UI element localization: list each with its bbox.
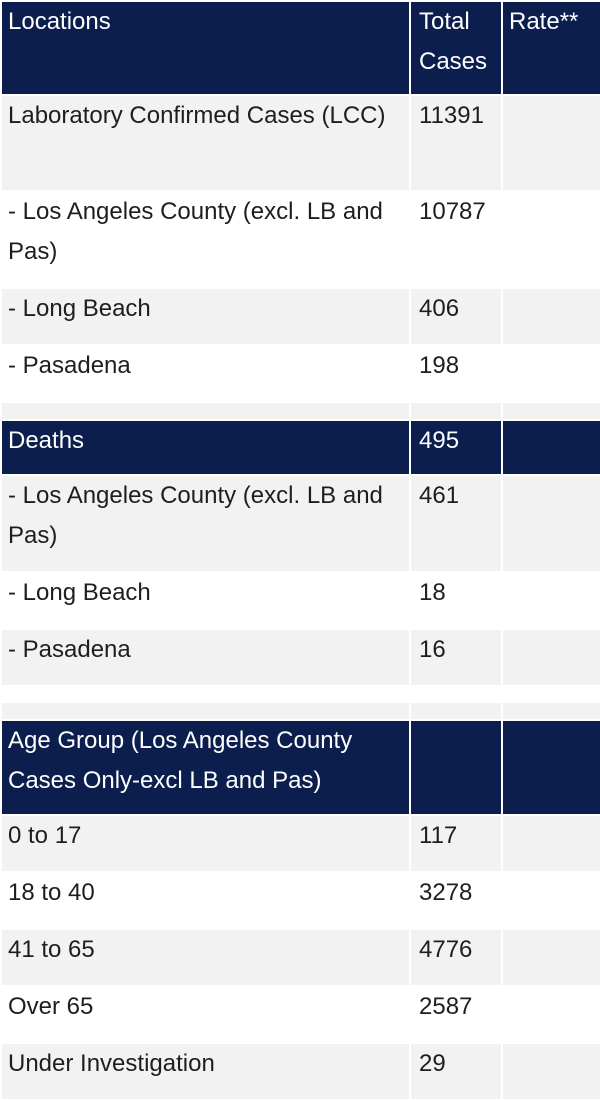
table-row: - Pasadena 16 (0, 628, 600, 687)
row-total: 406 (409, 287, 503, 346)
row-rate (501, 928, 600, 987)
table-row: 0 to 17 117 (0, 814, 600, 873)
row-rate (501, 190, 600, 289)
row-total: 11391 (409, 94, 503, 192)
age-group-total (409, 719, 503, 816)
header-total-cases: Total Cases (409, 0, 503, 96)
row-label: 41 to 65 (0, 928, 411, 987)
age-group-header-row: Age Group (Los Angeles County Cases Only… (0, 719, 600, 816)
row-rate (501, 628, 600, 687)
deaths-header-row: Deaths 495 (0, 419, 600, 476)
spacer-row (0, 685, 600, 703)
row-label: Over 65 (0, 985, 411, 1044)
row-rate (501, 94, 600, 192)
row-rate (501, 474, 600, 573)
row-label: Under Investigation (0, 1042, 411, 1101)
row-total: 29 (409, 1042, 503, 1101)
age-group-rate (501, 719, 600, 816)
row-total: 3278 (409, 871, 503, 930)
row-total: 2587 (409, 985, 503, 1044)
row-rate (501, 814, 600, 873)
row-total: 18 (409, 571, 503, 630)
row-rate (501, 871, 600, 930)
table-row: - Long Beach 18 (0, 571, 600, 630)
age-group-label: Age Group (Los Angeles County Cases Only… (0, 719, 411, 816)
table-row: Under Investigation 29 (0, 1042, 600, 1101)
deaths-rate (501, 419, 600, 476)
table-row: 41 to 65 4776 (0, 928, 600, 987)
row-label: - Los Angeles County (excl. LB and Pas) (0, 474, 411, 573)
row-label: Laboratory Confirmed Cases (LCC) (0, 94, 411, 192)
row-rate (501, 1042, 600, 1101)
row-rate (501, 344, 600, 403)
table-row: Over 65 2587 (0, 985, 600, 1044)
table-row: - Los Angeles County (excl. LB and Pas) … (0, 474, 600, 573)
table-row: 18 to 40 3278 (0, 871, 600, 930)
table-header-row: Locations Total Cases Rate** (0, 0, 600, 96)
row-label: - Pasadena (0, 628, 411, 687)
row-rate (501, 985, 600, 1044)
row-total: 198 (409, 344, 503, 403)
row-total: 4776 (409, 928, 503, 987)
row-rate (501, 571, 600, 630)
row-label: 18 to 40 (0, 871, 411, 930)
table-row: - Pasadena 198 (0, 344, 600, 403)
row-total: 461 (409, 474, 503, 573)
row-total: 117 (409, 814, 503, 873)
row-rate (501, 287, 600, 346)
row-label: - Long Beach (0, 571, 411, 630)
spacer-row (0, 701, 600, 721)
table-row: Laboratory Confirmed Cases (LCC) 11391 (0, 94, 600, 192)
row-label: - Long Beach (0, 287, 411, 346)
table-row: - Long Beach 406 (0, 287, 600, 346)
deaths-total: 495 (409, 419, 503, 476)
spacer-row (0, 401, 600, 421)
table-row: - Los Angeles County (excl. LB and Pas) … (0, 190, 600, 289)
deaths-label: Deaths (0, 419, 411, 476)
header-rate: Rate** (501, 0, 600, 96)
row-label: - Los Angeles County (excl. LB and Pas) (0, 190, 411, 289)
row-label: - Pasadena (0, 344, 411, 403)
row-total: 16 (409, 628, 503, 687)
header-locations: Locations (0, 0, 411, 96)
row-total: 10787 (409, 190, 503, 289)
row-label: 0 to 17 (0, 814, 411, 873)
